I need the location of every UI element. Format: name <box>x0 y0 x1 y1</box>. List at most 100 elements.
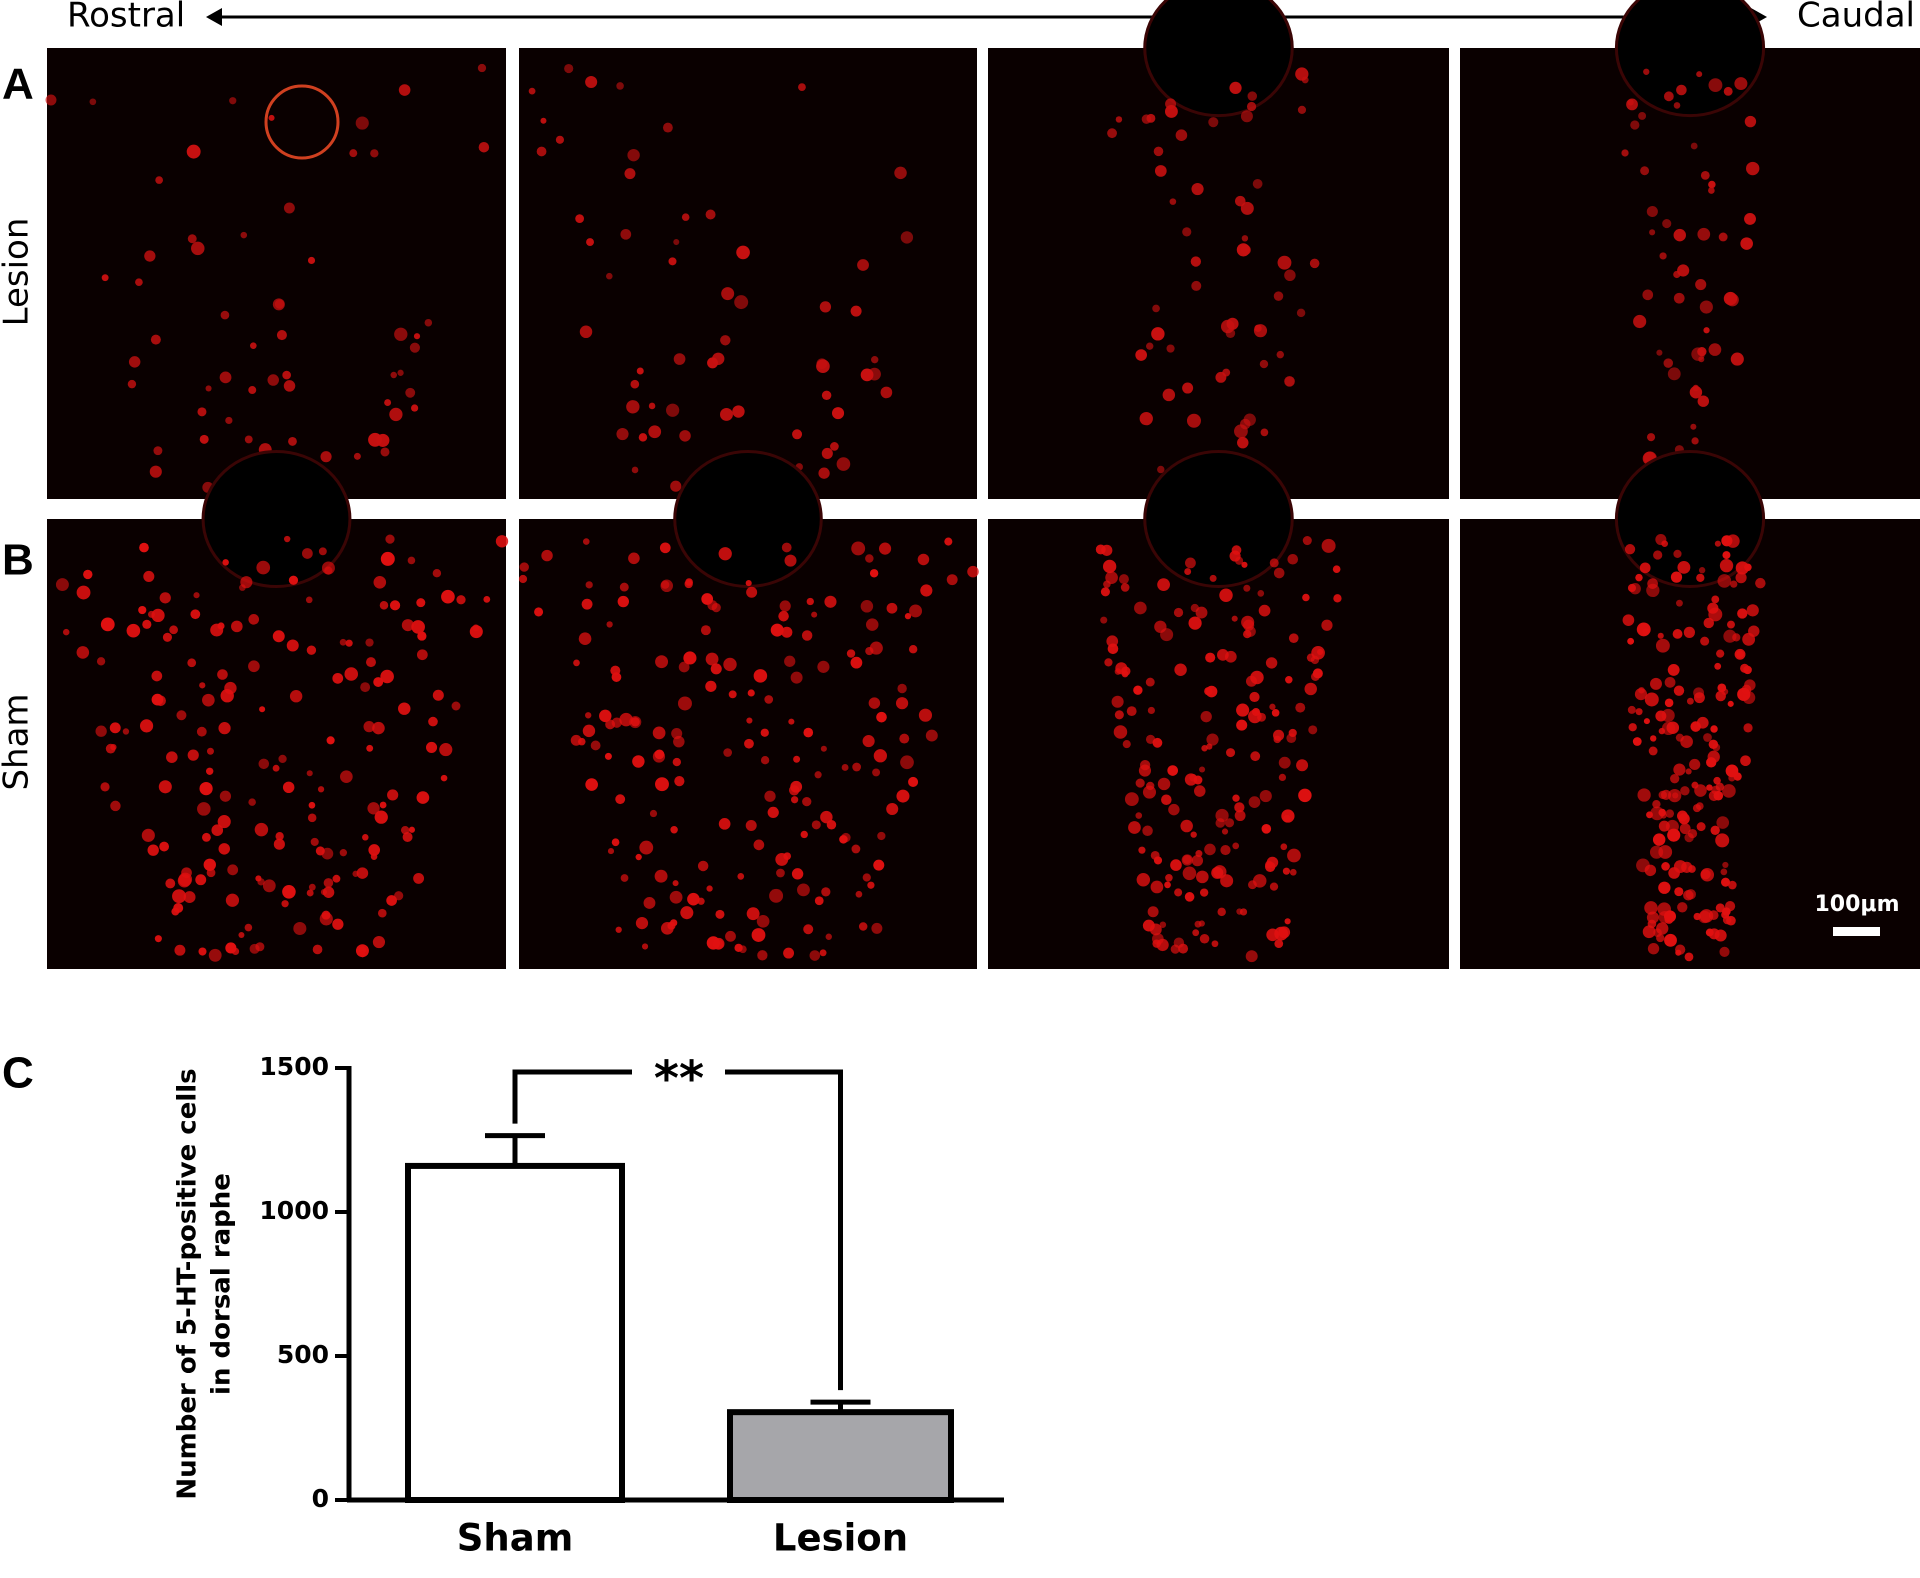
cell <box>872 768 881 777</box>
cell <box>138 605 147 615</box>
cell <box>1635 573 1643 582</box>
cell <box>825 933 832 940</box>
cell <box>387 789 399 801</box>
cell <box>776 868 785 878</box>
cell <box>1646 811 1653 819</box>
cell <box>1727 700 1734 707</box>
cell <box>307 813 317 823</box>
cell <box>360 682 371 693</box>
cell <box>764 695 774 704</box>
cell <box>1673 763 1686 776</box>
cell <box>308 883 316 891</box>
micrographs: 100μm <box>45 0 1920 969</box>
cell <box>1657 632 1664 639</box>
cell <box>1128 821 1141 834</box>
cell <box>674 776 685 787</box>
cell <box>394 327 408 341</box>
cell <box>1744 679 1756 691</box>
cell <box>187 658 197 668</box>
cell <box>1278 926 1291 939</box>
cell <box>610 665 621 676</box>
cell <box>1100 587 1110 597</box>
cell <box>407 556 416 565</box>
cell <box>732 405 745 418</box>
cell <box>1191 854 1204 867</box>
cell <box>368 844 381 856</box>
cell <box>1208 117 1219 128</box>
cell <box>203 858 216 871</box>
cell <box>231 620 243 633</box>
cell <box>880 386 893 399</box>
cell <box>705 680 717 692</box>
cell <box>1304 682 1317 696</box>
cell <box>1135 812 1143 819</box>
cell <box>1680 786 1690 796</box>
cell <box>373 677 384 687</box>
cell <box>1736 650 1744 659</box>
cell <box>555 135 565 144</box>
cell <box>1639 562 1651 574</box>
cell <box>398 84 411 96</box>
cell <box>756 914 770 928</box>
cell <box>372 935 386 949</box>
cell <box>784 655 796 667</box>
cell <box>1234 424 1248 439</box>
cell <box>1224 818 1235 828</box>
cell <box>217 815 231 829</box>
cell <box>128 356 141 368</box>
cell <box>1152 304 1160 313</box>
cell <box>681 213 690 221</box>
cell <box>667 921 676 930</box>
cell <box>1166 344 1175 353</box>
cell <box>365 638 374 647</box>
cell <box>1199 888 1209 897</box>
cell <box>1273 567 1285 579</box>
cell <box>1706 757 1717 768</box>
cell <box>1288 633 1299 643</box>
cell <box>1670 774 1680 784</box>
cell <box>1722 907 1731 916</box>
cell <box>1278 756 1291 769</box>
cell <box>1220 874 1234 888</box>
cell <box>1664 676 1676 688</box>
cell <box>416 649 428 661</box>
cell <box>1717 574 1732 588</box>
cell <box>155 176 163 184</box>
cell <box>272 298 285 311</box>
cell <box>1734 77 1748 91</box>
cell <box>1111 695 1124 708</box>
cell <box>1277 255 1292 270</box>
cell <box>1234 810 1246 822</box>
cell <box>1134 601 1147 615</box>
cell <box>1269 882 1279 891</box>
cell <box>1717 683 1727 693</box>
cell <box>908 645 918 654</box>
cell <box>1696 822 1706 832</box>
cell <box>1661 708 1675 723</box>
cell <box>684 579 693 589</box>
cell <box>1708 187 1715 194</box>
cell <box>1295 702 1306 713</box>
cell <box>477 63 487 73</box>
cell <box>288 575 299 585</box>
cell <box>283 535 291 543</box>
cell <box>662 122 673 133</box>
cell <box>483 595 491 603</box>
cell <box>655 655 669 669</box>
cell <box>267 374 279 386</box>
cell <box>96 657 106 666</box>
cell <box>1254 324 1262 332</box>
cell <box>1232 794 1240 802</box>
cell <box>389 600 401 611</box>
cell <box>764 790 776 802</box>
cell <box>1196 870 1209 884</box>
cell <box>1683 626 1696 638</box>
significance-bracket <box>512 1069 632 1124</box>
cell <box>1241 235 1249 242</box>
cell <box>1708 910 1719 921</box>
cell <box>1677 560 1691 574</box>
cell <box>652 726 666 740</box>
cell <box>312 944 323 955</box>
cell <box>631 466 639 474</box>
cell <box>1147 706 1155 715</box>
